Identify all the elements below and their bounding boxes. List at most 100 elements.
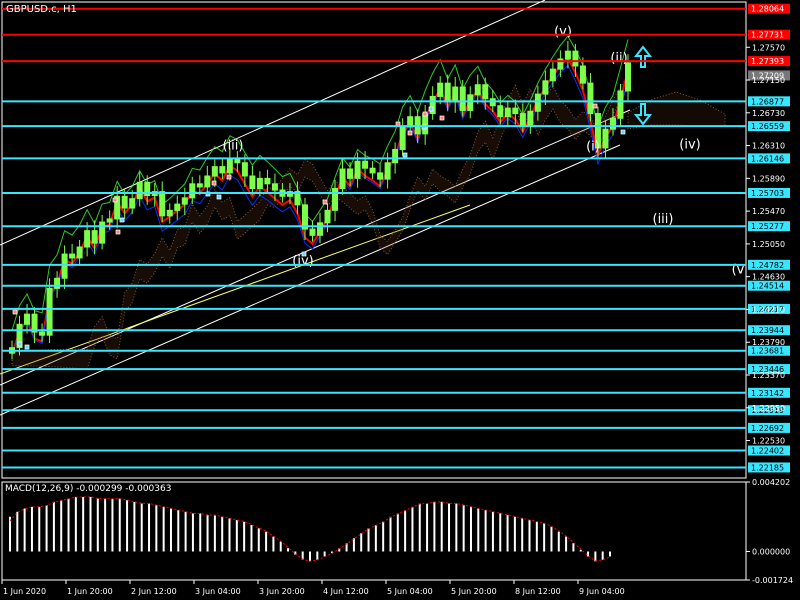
price-axis-label: 1.22950 [752,404,785,413]
candle-body [399,126,406,150]
price-axis-label: 1.25050 [752,240,785,249]
candle-body [226,157,233,174]
support-level-label: 1.24514 [751,282,784,291]
candle-body [332,187,339,211]
resistance-level-label: 1.28064 [751,5,784,14]
time-axis-label: 5 Jun 20:00 [451,587,497,596]
time-axis-label: 1 Jun 20:00 [67,587,113,596]
signal-marker-blue [620,129,626,135]
chart-title: GBPUSD.c, H1 [6,4,77,15]
candle-body [602,128,609,149]
price-axis-label: 1.26310 [752,142,785,151]
macd-axis-label: 0.004202 [752,478,790,487]
support-level-box [748,422,790,433]
candle-body [534,93,541,112]
support-level-label: 1.22185 [751,463,784,472]
support-level-label: 1.22692 [751,424,784,433]
candle-body [114,195,121,220]
candle-body [241,162,248,177]
candle-body [512,107,519,115]
price-axis-label: 1.27570 [752,43,785,52]
price-axis-label: 1.24630 [752,273,785,282]
wave-label: (iv) [292,254,313,269]
candle-body [159,191,166,217]
candle-body [437,82,444,97]
candle-body [166,209,173,217]
support-level-label: 1.24782 [751,261,784,270]
wave-label: (iii) [653,212,674,227]
channel-line [0,0,546,246]
candle-body [429,95,436,115]
candle-body [61,253,68,279]
support-level-box [748,387,790,398]
macd-signal-line [9,496,611,562]
candle-body [309,228,316,236]
wave-label: (iv) [679,138,700,153]
support-level-label: 1.26877 [751,97,784,106]
candle-body [121,195,128,209]
candle-body [497,105,504,118]
support-level-box [748,462,790,473]
candle-body [422,113,429,135]
price-axis-label: 1.25470 [752,207,785,216]
signal-marker-blue [402,152,408,158]
support-level-box [748,259,790,270]
signal-marker-red [407,130,413,136]
candle-body [452,86,459,103]
candle-body [579,65,586,84]
support-level-label: 1.23446 [751,365,784,374]
support-level-box [748,364,790,375]
support-level-label: 1.23142 [751,389,784,398]
candle-body [31,313,38,333]
candle-body [459,86,466,111]
support-level-label: 1.25703 [751,189,784,198]
support-level-label: 1.23681 [751,347,784,356]
signal-marker-blue [17,341,23,347]
candle-body [617,90,624,119]
time-axis-label: 5 Jun 04:00 [387,587,433,596]
signal-marker-red [211,180,217,186]
signal-marker-red [422,111,428,117]
candle-body [474,84,481,96]
wave-label: (i) [586,139,600,154]
candle-body [519,113,526,127]
candle-body [174,203,181,211]
signal-marker-red [226,174,232,180]
wave-label: (v) [554,25,572,40]
candle-body [204,175,211,188]
price-axis: 1.28064 1.27731 1.27393 1.27209 1.26877 1.265… [746,3,790,473]
candle-body [482,84,489,100]
candle-body [24,313,31,325]
candle-body [324,209,331,224]
candle-body [189,183,196,199]
candle-body [256,177,263,189]
support-level-label: 1.26146 [751,154,784,163]
down-arrow-icon [633,103,653,126]
signal-marker-blue [119,217,125,223]
price-axis-label: 1.27150 [752,76,785,85]
candle-body [249,175,256,189]
support-level-box [748,345,790,356]
candle-body [504,107,511,118]
macd-pane: 0.004202 0.000000 -0.001724 [1,478,793,585]
signal-marker-blue [428,106,434,112]
candle-body [181,197,188,205]
support-level-box [748,445,790,456]
price-axis-label: 1.23370 [752,371,785,380]
resistance-level-label: 1.27731 [751,31,784,40]
support-level-box [748,153,790,164]
macd-axis-label: 0.000000 [752,547,790,556]
price-axis-label: 1.26730 [752,109,785,118]
candle-body [594,113,601,149]
support-level-label: 1.22402 [751,447,784,456]
wave-label: (ii) [610,51,627,66]
macd-frame [1,481,747,581]
price-axis-label: 1.24210 [752,305,785,314]
candle-body [91,230,98,244]
candle-body [347,168,354,179]
price-axis-label: 1.22530 [752,437,785,446]
signal-marker-red [592,103,598,109]
candle-body [362,160,369,169]
price-axis-label: 1.25890 [752,174,785,183]
